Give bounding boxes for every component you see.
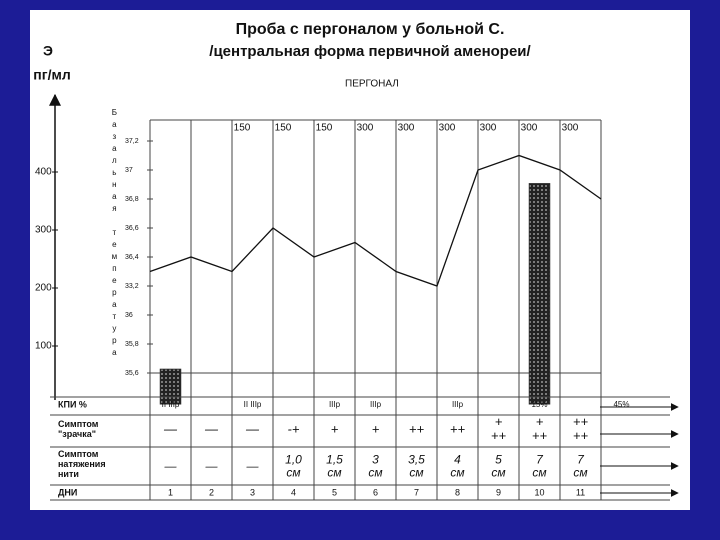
y-tick-label: 37,2 <box>125 138 139 145</box>
pupil-cell: ++ <box>450 421 466 436</box>
days-cell: 4 <box>291 487 296 497</box>
thread-cell: — <box>246 459 260 473</box>
pupil-cell: + ++ <box>532 414 548 443</box>
y-tick-label: 36,6 <box>125 225 139 232</box>
temperature-axis-label: Базальная температура <box>110 108 119 360</box>
thread-cell: 1,5 см <box>326 453 343 480</box>
y-tick-label: 400 <box>35 167 52 178</box>
pupil-cell: — <box>245 421 260 436</box>
dose: 150 <box>316 123 333 134</box>
dose: 300 <box>439 123 456 134</box>
pergonal-label: ПЕРГОНАЛ <box>345 79 399 90</box>
row-label: ДНИ <box>58 487 77 497</box>
y-tick-label: 35,6 <box>125 370 139 377</box>
thread-cell: 1,0 см <box>285 453 302 480</box>
kpi-cell: IIIр <box>452 400 464 409</box>
days-cell: 5 <box>332 487 337 497</box>
kpi-cell: IIIр <box>329 400 341 409</box>
thread-cell: 4 см <box>450 453 464 480</box>
pupil-cell: — <box>204 421 219 436</box>
dose: 300 <box>480 123 497 134</box>
pupil-cell: + <box>331 421 339 436</box>
thread-cell: 5 см <box>491 453 505 480</box>
kpi-cell: II IIIр <box>162 400 180 409</box>
kpi-cell: IIIр <box>370 400 382 409</box>
row-label: Симптом "зрачка" <box>58 419 99 439</box>
estrogen-axis-label: Э <box>43 43 53 59</box>
y-tick-label: 35,8 <box>125 341 139 348</box>
days-cell: 9 <box>496 487 501 497</box>
days-cell: 8 <box>455 487 460 497</box>
pupil-cell: — <box>163 421 178 436</box>
y-tick-label: 36 <box>125 312 133 319</box>
thread-cell: — <box>205 459 219 473</box>
y-tick-label: 37 <box>125 167 133 174</box>
days-cell: 7 <box>414 487 419 497</box>
estrogen-bar <box>528 183 551 405</box>
subtitle: /центральная форма первичной аменореи/ <box>209 43 531 60</box>
pupil-cell: + ++ <box>491 414 507 443</box>
temperature-line <box>149 154 602 287</box>
pupil-cell: ++ <box>409 421 425 436</box>
thread-cell: 7 см <box>532 453 546 480</box>
days-cell: 3 <box>250 487 255 497</box>
kpi-cell: 45% <box>613 400 629 409</box>
dose: 150 <box>234 123 251 134</box>
days-cell: 10 <box>534 487 544 497</box>
dose: 300 <box>521 123 538 134</box>
thread-cell: 3,5 см <box>408 453 425 480</box>
y-tick-label: 33,2 <box>125 283 139 290</box>
row-label: КПИ % <box>58 399 87 409</box>
kpi-cell: 15% <box>531 400 547 409</box>
y-tick-label: 36,4 <box>125 254 139 261</box>
pupil-cell: -+ <box>288 421 300 436</box>
row-label: Симптом натяжения нити <box>58 449 106 479</box>
dose: 300 <box>398 123 415 134</box>
dose: 300 <box>357 123 374 134</box>
kpi-cell: II IIIр <box>244 400 262 409</box>
y-tick-label: 200 <box>35 283 52 294</box>
days-cell: 2 <box>209 487 214 497</box>
thread-cell: 3 см <box>368 453 382 480</box>
days-cell: 1 <box>168 487 173 497</box>
dose: 300 <box>562 123 579 134</box>
title: Проба с пергоналом у больной С. <box>236 21 505 38</box>
estrogen-axis-unit: пг/мл <box>33 67 70 83</box>
y-tick-label: 36,8 <box>125 196 139 203</box>
days-cell: 6 <box>373 487 378 497</box>
estrogen-bar <box>159 368 182 405</box>
pupil-cell: + <box>372 421 380 436</box>
pupil-cell: ++ ++ <box>573 414 589 443</box>
thread-cell: — <box>164 459 178 473</box>
y-tick-label: 100 <box>35 341 52 352</box>
thread-cell: 7 см <box>573 453 587 480</box>
dose: 150 <box>275 123 292 134</box>
days-cell: 11 <box>576 487 585 497</box>
y-tick-label: 300 <box>35 225 52 236</box>
paper <box>30 10 690 510</box>
